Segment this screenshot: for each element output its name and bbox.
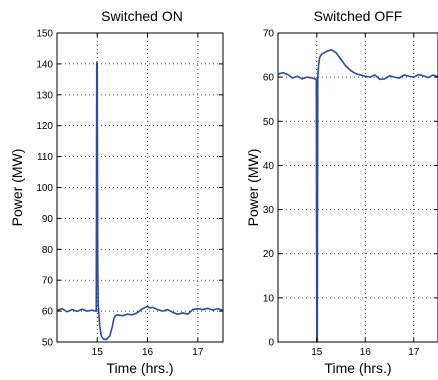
x-tick-label: 15 <box>92 347 104 358</box>
panel-1: 15 16 17 50 60 70 80 90 100 110 120 130 140 150 Switch… <box>9 8 224 376</box>
panel-2: 15 16 17 0 10 20 30 40 50 60 70 Switched OFF Time (h… <box>245 8 438 376</box>
y-tick-label: 20 <box>263 249 275 260</box>
y-tick-label: 120 <box>36 121 53 132</box>
y-tick-label: 70 <box>42 276 54 287</box>
y-tick-label: 140 <box>36 59 53 70</box>
y-axis-label: Power (MW) <box>9 149 25 227</box>
y-tick-label: 60 <box>263 73 275 84</box>
y-tick-label: 60 <box>42 307 54 318</box>
series-line <box>56 61 224 341</box>
x-tick-label: 17 <box>408 347 420 358</box>
y-tick-label: 0 <box>268 338 274 349</box>
y-tick-label: 50 <box>263 117 275 128</box>
x-axis-label: Time (hrs.) <box>106 360 173 376</box>
y-tick-label: 80 <box>42 245 54 256</box>
y-tick-label: 40 <box>263 161 275 172</box>
y-tick-label: 90 <box>42 214 54 225</box>
y-tick-label: 150 <box>36 29 53 40</box>
chart-title: Switched OFF <box>314 8 403 24</box>
chart-title: Switched ON <box>101 8 183 24</box>
y-tick-label: 130 <box>36 90 53 101</box>
x-tick-label: 16 <box>360 347 372 358</box>
y-tick-label: 100 <box>36 183 53 194</box>
x-axis-label: Time (hrs.) <box>324 360 391 376</box>
y-axis-label: Power (MW) <box>245 149 261 227</box>
x-tick-label: 17 <box>192 347 204 358</box>
y-tick-label: 10 <box>263 293 275 304</box>
y-tick-label: 110 <box>37 152 53 163</box>
y-tick-label: 50 <box>42 338 54 349</box>
axes-frame <box>277 32 438 343</box>
x-tick-label: 16 <box>142 347 154 358</box>
x-tick-label: 15 <box>311 347 323 358</box>
y-tick-label: 70 <box>263 29 275 40</box>
series-line <box>277 48 438 343</box>
y-tick-label: 30 <box>263 205 275 216</box>
